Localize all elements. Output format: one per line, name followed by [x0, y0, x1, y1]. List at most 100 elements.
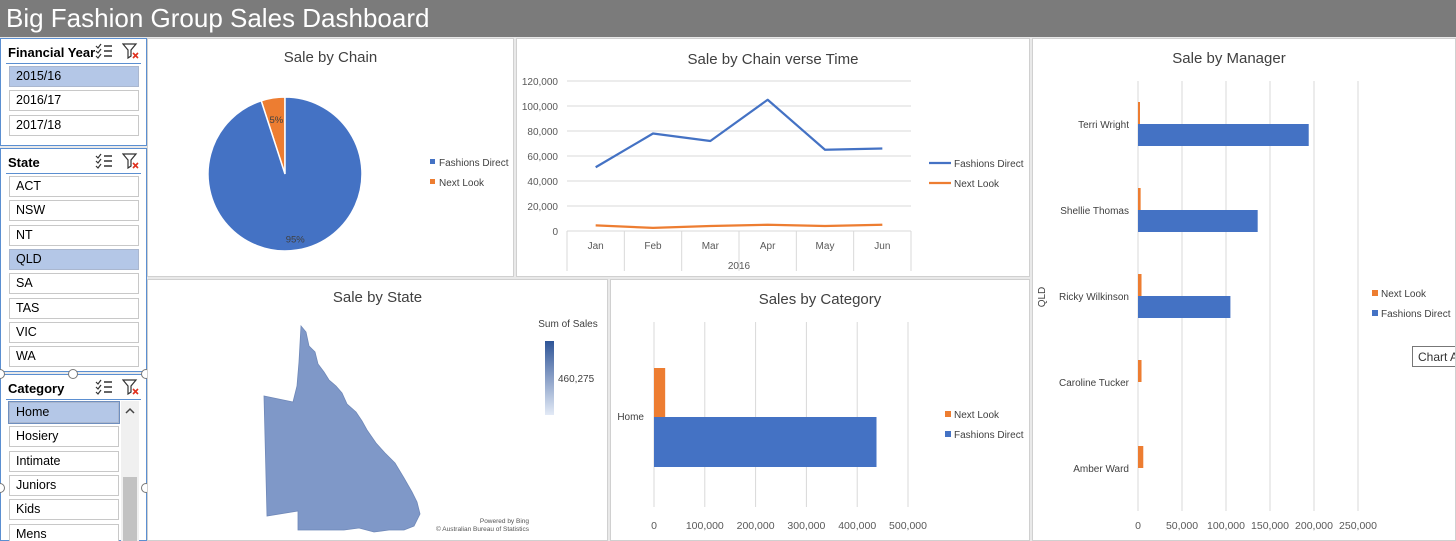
manager-label: Shellie Thomas [1060, 206, 1129, 217]
legend-marker [1372, 290, 1378, 296]
bar-next-look [1138, 188, 1141, 210]
chart-title: Sales by Category [758, 291, 882, 308]
x-tick-label: Apr [760, 241, 776, 252]
manager-label: Caroline Tucker [1059, 378, 1130, 389]
slicer-item-2015-16[interactable]: 2015/16 [9, 66, 139, 87]
bar-fashions-direct [1138, 296, 1231, 318]
manager-label: Terri Wright [1078, 120, 1129, 131]
legend-label: Next Look [954, 410, 1000, 421]
slicer-item-mens[interactable]: Mens [9, 523, 119, 541]
y-tick-label: 60,000 [527, 152, 558, 163]
chart-sale-by-chain-time[interactable]: Sale by Chain verse Time 0 20,000 40,000 60… [516, 38, 1030, 277]
slicer-divider [6, 399, 141, 400]
legend-label: Fashions Direct [954, 159, 1024, 170]
bar-next-look [1138, 446, 1144, 468]
category-label: Home [617, 412, 644, 423]
x-tick-label: 200,000 [1295, 520, 1333, 532]
slicer-item-kids[interactable]: Kids [9, 499, 119, 521]
legend-label: Fashions Direct [954, 430, 1024, 441]
qld-state-shape [263, 324, 421, 533]
multi-select-icon[interactable] [95, 153, 113, 169]
pie-slice-fashions-direct [207, 96, 363, 252]
x-tick-label: 0 [1135, 520, 1141, 532]
chart-title: Sale by State [332, 289, 423, 306]
clear-filter-icon[interactable] [122, 379, 140, 395]
slicer-item-tas[interactable]: TAS [9, 297, 139, 319]
chart-sale-by-chain[interactable]: Sale by Chain 5% 95% Fashions Direct Next L… [147, 38, 514, 277]
slicer-item-intimate[interactable]: Intimate [9, 450, 119, 472]
legend-marker [430, 159, 435, 164]
slicer-scrollbar[interactable] [121, 401, 139, 541]
line-chart: 0 20,000 40,000 60,000 80,000 100,000 120,000 J… [522, 77, 1024, 272]
slicer-state[interactable]: State ACT NSW NT QLD SA TAS VIC WA [0, 148, 147, 372]
slicer-item-juniors[interactable]: Juniors [9, 474, 119, 496]
slicer-item-home[interactable]: Home [8, 401, 120, 424]
slicer-item-nt[interactable]: NT [9, 224, 139, 246]
y-tick-label: 100,000 [522, 102, 559, 113]
multi-select-icon[interactable] [95, 379, 113, 395]
x-tick-label: 150,000 [1251, 520, 1289, 532]
slicer-item-2016-17[interactable]: 2016/17 [9, 90, 139, 112]
x-tick-label: 50,000 [1166, 520, 1198, 532]
x-tick-label: Jun [874, 241, 890, 252]
legend-label: Fashions Direct [1381, 309, 1451, 320]
slicer-financial-year[interactable]: Financial Year 2015/16 2016/17 2017/18 [0, 38, 147, 146]
y-tick-label: 80,000 [527, 127, 558, 138]
multi-select-icon[interactable] [95, 43, 113, 59]
bar-next-look [1138, 274, 1142, 296]
manager-label: Ricky Wilkinson [1059, 292, 1129, 303]
x-tick-label: 400,000 [838, 520, 876, 532]
axis-group-label: QLD [1037, 287, 1048, 308]
legend-marker [945, 411, 951, 417]
chevron-up-icon[interactable] [125, 407, 135, 415]
bar-next-look [654, 368, 666, 417]
pie-chart: 5% 95% Fashions Direct Next Look [207, 96, 509, 252]
slicer-divider [6, 173, 141, 174]
chart-title: Sale by Chain [283, 49, 378, 66]
slicer-item-sa[interactable]: SA [9, 273, 139, 295]
slicer-item-act[interactable]: ACT [9, 176, 139, 197]
slicer-item-hosiery[interactable]: Hosiery [9, 426, 119, 448]
bar-fashions-direct [654, 417, 877, 467]
manager-label: Amber Ward [1073, 464, 1129, 475]
manager-bar-chart: 0 50,000 100,000 150,000 200,000 250,000 Terri… [1037, 81, 1451, 532]
chart-sale-by-manager[interactable]: Sale by Manager 0 50,000 100,000 150,000 200… [1032, 38, 1456, 541]
slicer-item-2017-18[interactable]: 2017/18 [9, 114, 139, 136]
chart-title: Sale by Chain verse Time [687, 51, 859, 68]
x-tick-label: 300,000 [787, 520, 825, 532]
bar-next-look [1138, 102, 1140, 124]
legend-marker [945, 431, 951, 437]
x-tick-label: 100,000 [1207, 520, 1245, 532]
chart-sales-by-category[interactable]: Sales by Category 0 100,000 200,000 300,000… [610, 279, 1030, 541]
legend-label: Next Look [439, 178, 485, 189]
map-credit-bing: Powered by Bing [480, 518, 530, 525]
bar-fashions-direct [1138, 210, 1258, 232]
clear-filter-icon[interactable] [122, 153, 140, 169]
series-line-next-look [595, 223, 883, 229]
slicer-item-wa[interactable]: WA [9, 346, 139, 368]
bar-fashions-direct [1138, 124, 1309, 146]
series-line-fashions-direct [595, 98, 883, 169]
clear-filter-icon[interactable] [122, 43, 140, 59]
x-tick-label: 250,000 [1339, 520, 1377, 532]
legend-label: Next Look [954, 179, 1000, 190]
map-credit-abs: © Australian Bureau of Statistics [436, 525, 530, 533]
x-axis-label: 2016 [728, 261, 751, 272]
x-tick-label: Jan [588, 241, 604, 252]
y-tick-label: 0 [552, 227, 558, 238]
x-tick-label: Mar [702, 241, 720, 252]
scrollbar-thumb[interactable] [123, 477, 137, 541]
slicer-item-nsw[interactable]: NSW [9, 200, 139, 222]
slicer-divider [6, 63, 141, 64]
slicer-item-vic[interactable]: VIC [9, 321, 139, 343]
x-tick-label: May [816, 241, 835, 252]
slicer-category[interactable]: Category Home Hosiery Intimate Juniors Kids M… [0, 374, 147, 541]
x-tick-label: 200,000 [737, 520, 775, 532]
slicer-title: Category [8, 381, 65, 396]
x-tick-label: 100,000 [686, 520, 724, 532]
slicer-item-qld[interactable]: QLD [9, 248, 139, 270]
resize-handle[interactable] [68, 369, 78, 379]
chart-sale-by-state[interactable]: Sale by State Powered by Bing © Australi… [147, 279, 608, 541]
x-tick-label: 500,000 [889, 520, 927, 532]
